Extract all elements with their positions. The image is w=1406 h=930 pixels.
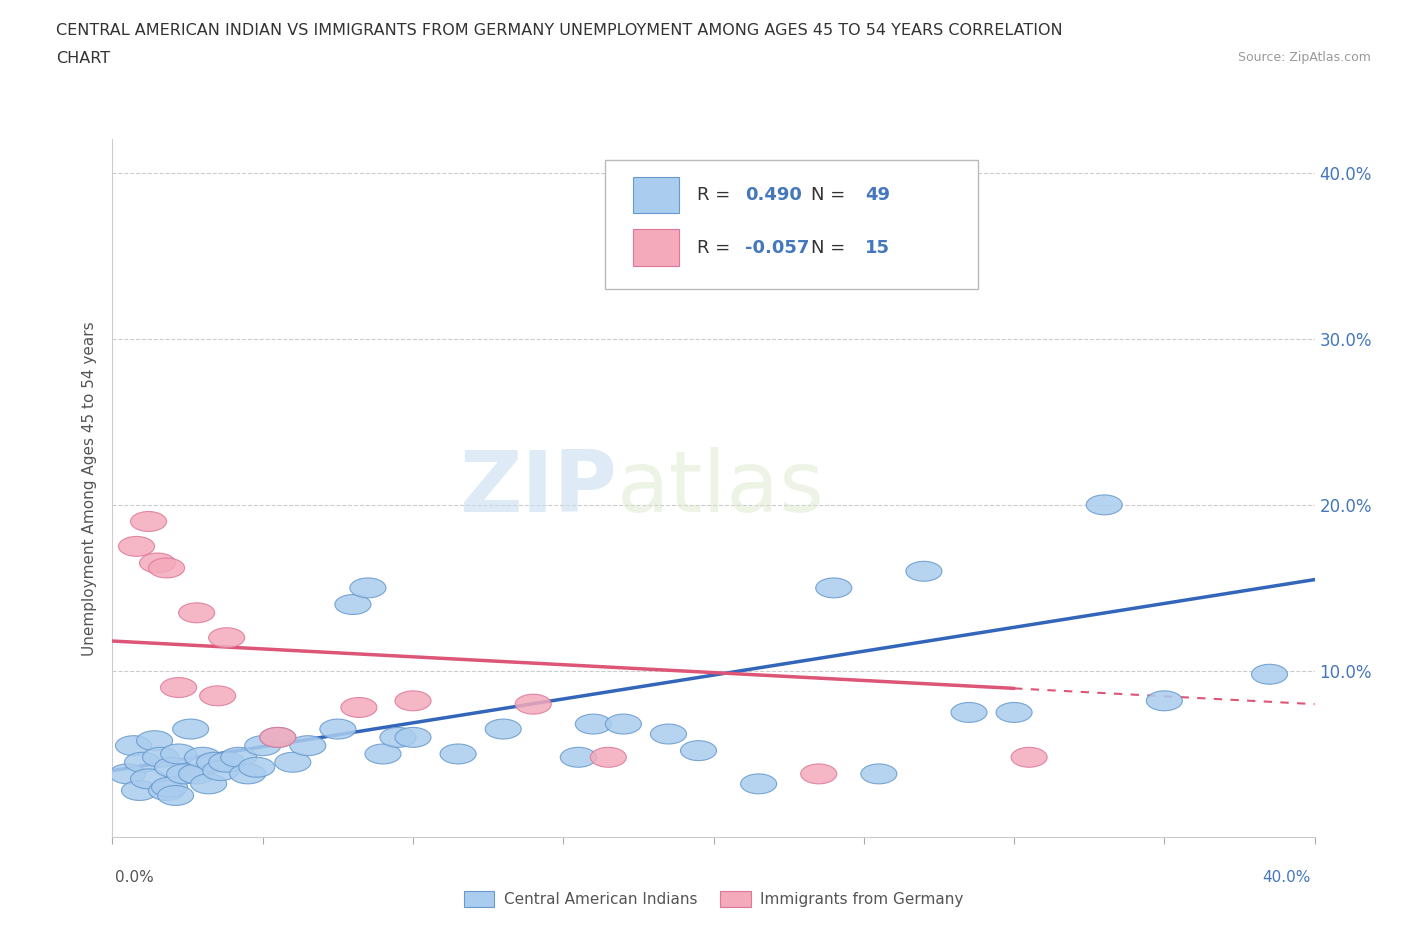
Text: N =: N = (811, 186, 845, 205)
Ellipse shape (221, 748, 257, 767)
Ellipse shape (319, 719, 356, 739)
Ellipse shape (208, 628, 245, 647)
Ellipse shape (485, 719, 522, 739)
Ellipse shape (149, 780, 184, 801)
Ellipse shape (173, 719, 208, 739)
Ellipse shape (184, 748, 221, 767)
Text: 49: 49 (865, 186, 890, 205)
Ellipse shape (815, 578, 852, 598)
Ellipse shape (131, 769, 166, 789)
Ellipse shape (131, 512, 166, 531)
Ellipse shape (260, 727, 295, 748)
Ellipse shape (179, 764, 215, 784)
Ellipse shape (290, 736, 326, 755)
Ellipse shape (366, 744, 401, 764)
Ellipse shape (260, 727, 295, 748)
Ellipse shape (800, 764, 837, 784)
Ellipse shape (245, 736, 281, 755)
Ellipse shape (208, 752, 245, 772)
Ellipse shape (200, 686, 236, 706)
Text: 0.0%: 0.0% (115, 870, 155, 884)
Text: Source: ZipAtlas.com: Source: ZipAtlas.com (1237, 51, 1371, 64)
Text: CENTRAL AMERICAN INDIAN VS IMMIGRANTS FROM GERMANY UNEMPLOYMENT AMONG AGES 45 TO: CENTRAL AMERICAN INDIAN VS IMMIGRANTS FR… (56, 23, 1063, 38)
Ellipse shape (121, 780, 157, 801)
Ellipse shape (155, 757, 191, 777)
Ellipse shape (606, 714, 641, 734)
Ellipse shape (350, 578, 387, 598)
FancyBboxPatch shape (633, 230, 679, 266)
Ellipse shape (110, 764, 146, 784)
Ellipse shape (860, 764, 897, 784)
Ellipse shape (118, 537, 155, 556)
Ellipse shape (157, 786, 194, 805)
Ellipse shape (395, 691, 432, 711)
Text: ZIP: ZIP (460, 446, 617, 530)
Text: -0.057: -0.057 (745, 239, 810, 257)
Ellipse shape (139, 553, 176, 573)
Text: R =: R = (697, 239, 730, 257)
Ellipse shape (905, 562, 942, 581)
Ellipse shape (1011, 748, 1047, 767)
Ellipse shape (160, 678, 197, 698)
Ellipse shape (142, 748, 179, 767)
Ellipse shape (202, 761, 239, 780)
Ellipse shape (995, 702, 1032, 723)
Ellipse shape (239, 757, 274, 777)
Ellipse shape (197, 752, 233, 772)
Text: 40.0%: 40.0% (1263, 870, 1310, 884)
Ellipse shape (125, 752, 160, 772)
Ellipse shape (591, 748, 627, 767)
Text: CHART: CHART (56, 51, 110, 66)
Text: atlas: atlas (617, 446, 825, 530)
Ellipse shape (149, 558, 184, 578)
Ellipse shape (560, 748, 596, 767)
Ellipse shape (440, 744, 477, 764)
Ellipse shape (380, 727, 416, 748)
Ellipse shape (1087, 495, 1122, 515)
Ellipse shape (136, 731, 173, 751)
FancyBboxPatch shape (606, 161, 979, 289)
Legend: Central American Indians, Immigrants from Germany: Central American Indians, Immigrants fro… (458, 884, 969, 913)
Ellipse shape (950, 702, 987, 723)
Ellipse shape (115, 736, 152, 755)
Ellipse shape (160, 744, 197, 764)
Ellipse shape (335, 594, 371, 615)
Ellipse shape (166, 764, 202, 784)
Ellipse shape (651, 724, 686, 744)
Ellipse shape (340, 698, 377, 717)
Ellipse shape (395, 727, 432, 748)
Ellipse shape (1146, 691, 1182, 711)
FancyBboxPatch shape (633, 178, 679, 214)
Ellipse shape (152, 777, 187, 797)
Y-axis label: Unemployment Among Ages 45 to 54 years: Unemployment Among Ages 45 to 54 years (82, 321, 97, 656)
Ellipse shape (191, 774, 226, 794)
Ellipse shape (1251, 664, 1288, 684)
Ellipse shape (179, 603, 215, 623)
Ellipse shape (274, 752, 311, 772)
Text: R =: R = (697, 186, 730, 205)
Ellipse shape (229, 764, 266, 784)
Text: N =: N = (811, 239, 845, 257)
Text: 15: 15 (865, 239, 890, 257)
Text: 0.490: 0.490 (745, 186, 801, 205)
Ellipse shape (681, 740, 717, 761)
Ellipse shape (515, 694, 551, 714)
Ellipse shape (741, 774, 776, 794)
Ellipse shape (575, 714, 612, 734)
